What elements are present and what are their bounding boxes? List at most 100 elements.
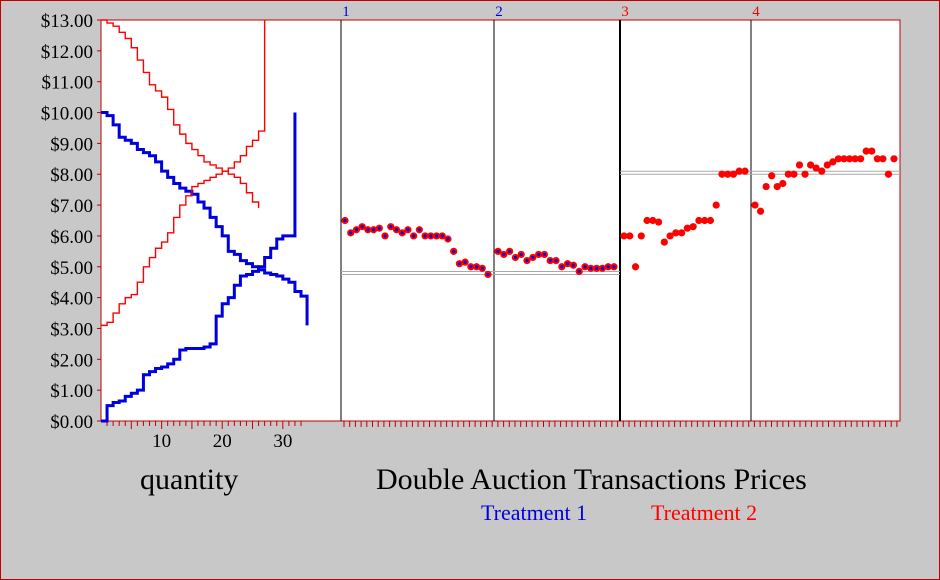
trade-point [779,179,787,188]
trade-point-center [595,266,599,270]
trade-point [868,147,876,155]
trade-point-center [417,228,421,232]
trade-point [637,232,645,240]
trade-point-center [583,265,587,269]
trade-point-center [589,266,593,270]
trade-point [660,238,668,246]
trade-point-center [571,263,576,267]
period-label: 1 [342,4,350,20]
y-tick-label: $1.00 [50,381,93,402]
trade-point [756,207,765,215]
trade-point-center [360,225,364,229]
trade-point [840,155,848,163]
y-tick-label: $13.00 [41,11,93,32]
trade-point [620,232,628,240]
trade-point [678,229,686,237]
trade-point-center [469,265,473,269]
trade-point [890,155,898,163]
trade-point [741,167,749,175]
trade-point [845,155,854,163]
y-tick-label: $0.00 [50,412,93,433]
trade-point [773,182,781,191]
trade-point [735,167,743,175]
trade-point [654,218,663,226]
treatment-1-demand-curve [101,111,309,326]
trade-point-center [429,234,433,238]
trade-point [862,147,870,155]
trade-point-center [519,252,523,257]
trade-point [751,201,759,209]
trade-point-center [496,249,500,253]
trade-point [818,167,826,175]
trade-point-center [537,252,541,257]
trade-point-center [508,249,512,253]
y-tick-label: $9.00 [50,134,93,155]
trade-point [873,155,881,163]
trade-point [649,216,657,225]
trade-point-center [548,259,552,263]
trade-point-center [554,259,558,263]
trade-point [695,216,703,225]
period-label: 2 [495,4,503,20]
trade-point-center [531,255,535,260]
trade-point-center [463,260,467,264]
trade-point-center [566,262,570,266]
trade-point [829,158,837,166]
trade-point-center [354,228,359,232]
trade-point [851,155,859,163]
trade-point [643,216,651,225]
trade-point [784,170,792,178]
trade-point [683,224,691,232]
trade-point [701,216,709,225]
y-tick-label: $7.00 [50,196,93,217]
trade-point [884,170,893,178]
legend-treatment-2: Treatment 2 [651,500,758,525]
trade-point-center [372,228,376,232]
x-tick-label: 30 [273,431,292,452]
trade-point-center [606,265,610,269]
trade-point-center [406,228,410,232]
trade-point [790,170,798,178]
trade-point-center [457,262,461,266]
trade-point [857,155,865,163]
trade-point-center [434,234,439,238]
trade-point-center [577,269,581,273]
trade-point-center [412,234,416,238]
trade-point [718,170,726,178]
trade-point [724,170,732,178]
trade-point-center [525,259,529,263]
trade-point [801,170,809,178]
trade-point-center [349,231,353,235]
trade-point [768,172,776,180]
trade-point [626,232,634,240]
trade-point-center [440,234,444,238]
trade-point [672,229,680,237]
y-tick-label: $6.00 [50,227,93,248]
trade-point-center [560,265,564,269]
trade-point-center [389,225,393,229]
y-tick-label: $3.00 [50,319,93,340]
treatment-1-supply-curve [101,112,297,423]
y-tick-label: $2.00 [50,350,93,371]
y-tick-label: $11.00 [41,73,93,94]
trade-point-center [612,265,616,269]
trade-point [689,223,697,231]
trade-point-center [343,218,347,223]
trade-point-center [542,252,547,257]
treatment-2-demand-curve [101,19,260,209]
trade-point [666,232,674,240]
trade-point [834,155,843,163]
trade-point-center [400,231,404,235]
trade-point-center [394,228,399,232]
trade-point-center [452,249,456,253]
y-tick-label: $12.00 [41,42,93,63]
x-axis-label-quantity: quantity [140,463,239,496]
trade-point-center [423,234,427,238]
trade-point [812,164,820,172]
y-tick-label: $8.00 [50,165,93,186]
trade-point-center [377,226,381,230]
treatment-2-supply-curve [101,20,266,327]
x-tick-label: 10 [152,431,171,452]
y-tick-label: $4.00 [50,289,93,310]
trade-point [712,201,720,209]
